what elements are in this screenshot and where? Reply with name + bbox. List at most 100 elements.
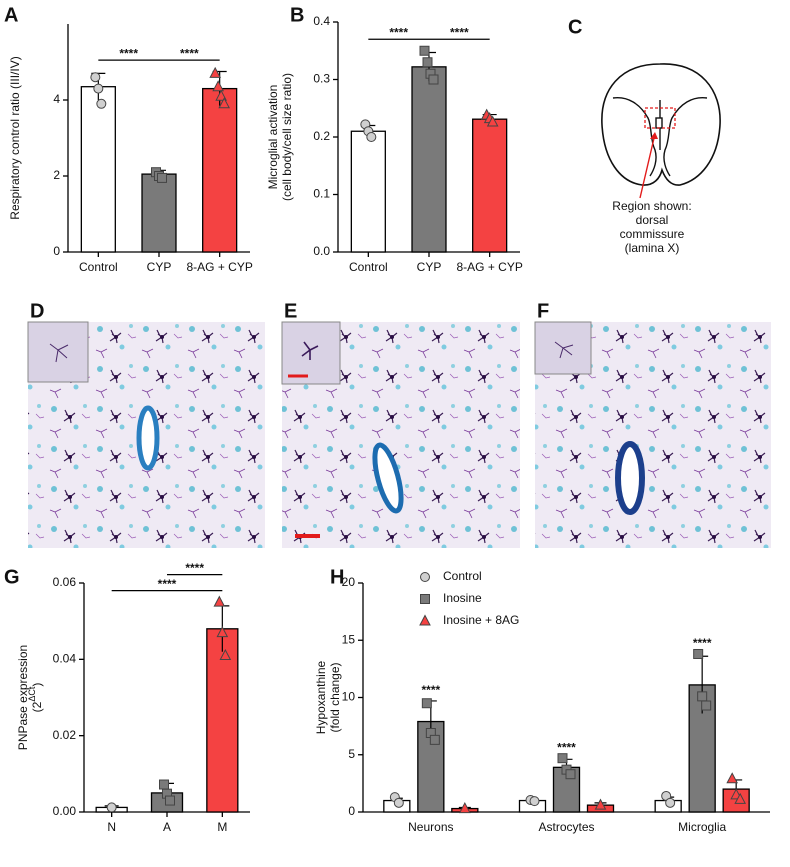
data-point <box>428 74 439 85</box>
bar <box>80 86 116 253</box>
y-axis-label-part: ) <box>30 683 44 687</box>
micrograph: D <box>27 300 265 548</box>
x-tick-label: 8-AG + CYP <box>186 260 252 274</box>
y-axis-label-part: ΔCt <box>27 686 37 702</box>
significance-label: **** <box>389 25 408 39</box>
significance-label: **** <box>421 683 440 697</box>
y-axis-label: Microglial activation <box>266 85 280 190</box>
legend-label: Inosine + 8AG <box>443 613 519 627</box>
significance-label: **** <box>450 25 469 39</box>
panel-label: C <box>568 16 582 38</box>
y-tick-label: 5 <box>348 747 355 761</box>
y-tick-label: 0.00 <box>53 804 77 818</box>
data-point <box>697 691 708 702</box>
region-text: commissure <box>620 227 685 241</box>
spinal-cord-diagram: C Region shown: dorsal commissure (lamin… <box>568 16 721 255</box>
panel-label: D <box>30 300 44 322</box>
data-point <box>215 89 227 101</box>
y-axis-label: (fold change) <box>328 662 342 732</box>
x-tick-label: M <box>217 820 227 834</box>
panel-label: F <box>537 300 549 322</box>
inset <box>281 321 341 385</box>
data-point <box>421 698 432 709</box>
significance-label: **** <box>180 46 199 60</box>
data-point <box>665 797 676 808</box>
data-point <box>216 626 229 638</box>
significance-label: **** <box>693 636 712 650</box>
data-point <box>90 72 101 83</box>
y-tick-label: 0.02 <box>53 728 77 742</box>
data-point <box>419 45 430 56</box>
y-axis-label: PNPase expression <box>16 645 30 750</box>
micrograph: E <box>281 300 520 548</box>
x-tick-label: CYP <box>147 260 172 274</box>
arrow <box>639 133 656 199</box>
panel-label: E <box>284 300 297 322</box>
y-axis-label: (cell body/cell size ratio) <box>280 73 294 201</box>
y-tick-label: 15 <box>342 632 356 646</box>
y-axis-label: Respiratory control ratio (III/IV) <box>8 56 22 219</box>
panel-label: A <box>4 4 18 26</box>
y-tick-label: 0.3 <box>313 72 330 86</box>
y-tick-label: 0.4 <box>313 14 330 28</box>
data-point <box>106 802 117 813</box>
y-tick-label: 2 <box>53 168 60 182</box>
region-text: Region shown: <box>612 199 691 213</box>
y-axis-label-part: (2 <box>30 701 44 712</box>
data-point <box>157 172 167 183</box>
data-point <box>422 57 433 68</box>
bar <box>350 130 386 253</box>
data-point <box>213 595 226 607</box>
y-axis-label: (2ΔCt) <box>27 683 44 713</box>
x-tick-label: Microglia <box>678 820 726 834</box>
y-axis-label: Hypoxanthine <box>314 660 328 734</box>
y-tick-label: 0.2 <box>313 129 330 143</box>
y-tick-label: 4 <box>53 92 60 106</box>
central-canal <box>655 117 663 129</box>
y-tick-label: 0.0 <box>313 244 330 258</box>
panel-label: G <box>4 566 20 588</box>
panel-label: H <box>330 566 344 588</box>
inset-cell <box>554 341 574 359</box>
y-tick-label: 0 <box>348 804 355 818</box>
data-point <box>459 801 471 814</box>
y-tick-label: 0 <box>53 244 60 258</box>
data-point <box>393 797 404 808</box>
data-point <box>594 798 607 810</box>
data-point <box>93 83 104 94</box>
vessel <box>136 405 160 471</box>
data-point <box>565 769 576 780</box>
data-point <box>693 648 704 659</box>
vessel <box>615 441 645 515</box>
data-point <box>209 66 221 78</box>
x-tick-label: Astrocytes <box>538 820 594 834</box>
panel-label: B <box>290 4 304 26</box>
significance-label: **** <box>185 561 204 575</box>
data-point <box>219 648 232 661</box>
x-tick-label: CYP <box>417 260 442 274</box>
data-point <box>96 98 107 109</box>
region-text: (lamina X) <box>625 241 680 255</box>
x-tick-label: Control <box>79 260 118 274</box>
data-point <box>734 792 746 804</box>
legend-label: Control <box>443 569 482 583</box>
region-text: dorsal <box>636 213 669 227</box>
x-tick-label: Control <box>349 260 388 274</box>
y-tick-label: 0.06 <box>53 575 77 589</box>
data-point <box>366 132 377 142</box>
data-point <box>726 772 738 784</box>
x-tick-label: A <box>163 820 171 834</box>
x-tick-label: Neurons <box>408 820 453 834</box>
micrograph: F <box>534 300 771 548</box>
inset-cell <box>301 341 319 360</box>
y-tick-label: 10 <box>342 690 356 704</box>
region-box <box>644 107 676 129</box>
y-tick-label: 0.04 <box>53 652 77 666</box>
data-point <box>701 700 712 711</box>
data-point <box>486 115 499 127</box>
data-point <box>218 97 230 109</box>
bar <box>202 87 238 253</box>
bar <box>411 66 447 253</box>
y-tick-label: 0.1 <box>313 187 330 201</box>
